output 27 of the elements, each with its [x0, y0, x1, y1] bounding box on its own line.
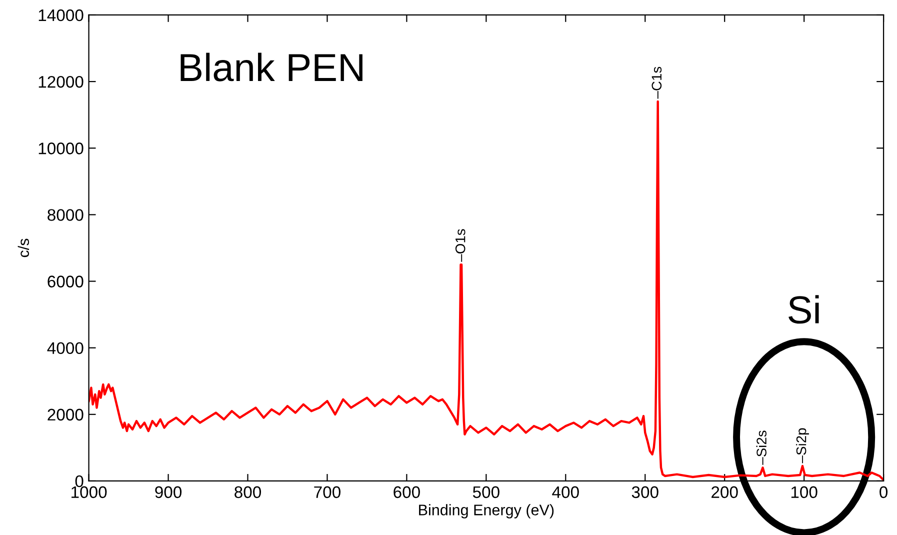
annotation: Blank PEN: [180, 52, 362, 82]
x-tick-label: 600: [394, 486, 420, 498]
y-tick-label: 2000: [48, 408, 84, 421]
x-tick-label: 100: [791, 486, 818, 498]
y-tick-label: 6000: [48, 276, 84, 288]
y-tick-label: 12000: [38, 76, 84, 88]
x-tick-label: 400: [552, 486, 579, 498]
annotation: –Si2p: [796, 428, 809, 464]
y-tick-label: 0: [75, 475, 84, 488]
x-tick-label: 800: [234, 486, 262, 498]
y-tick-label: 14000: [38, 9, 84, 22]
y-tick-label: 4000: [47, 342, 84, 354]
x-axis-title: Binding Energy (eV): [419, 504, 554, 518]
x-tick-label: 0: [880, 486, 888, 498]
annotation: –C1s: [652, 66, 662, 99]
x-tick-label: 1000: [72, 486, 107, 498]
y-tick-label: 10000: [38, 142, 84, 154]
y-axis-title: c/s: [18, 238, 30, 258]
x-tick-label: 500: [472, 486, 500, 498]
annotation: –O1s: [455, 229, 466, 262]
x-tick-label: 700: [314, 486, 340, 498]
x-tick-label: 300: [632, 486, 658, 498]
y-tick-label: 8000: [48, 209, 84, 221]
annotation: Si: [788, 295, 819, 324]
x-tick-label: 200: [712, 486, 738, 498]
x-tick-label: 900: [155, 486, 182, 498]
annotation: –Si2s: [756, 430, 766, 465]
